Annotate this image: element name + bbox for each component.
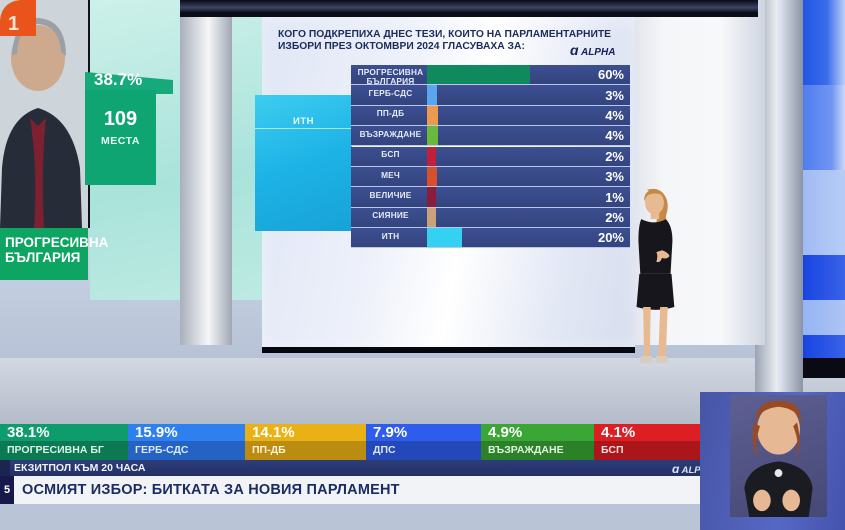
svg-text:1: 1 (8, 13, 19, 35)
